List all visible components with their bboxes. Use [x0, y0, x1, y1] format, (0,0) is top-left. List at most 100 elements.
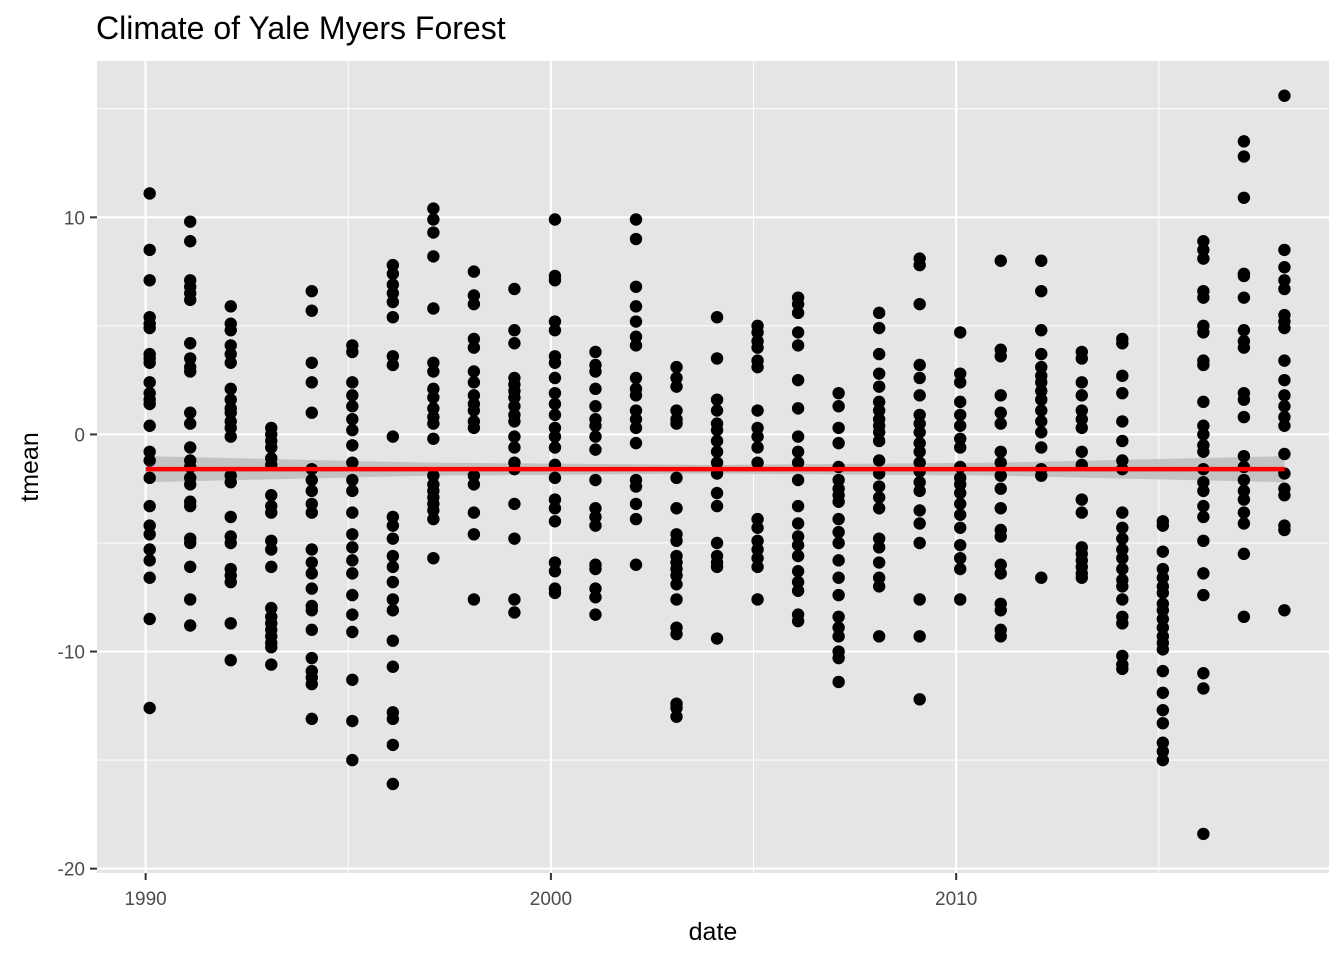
data-point	[913, 389, 926, 402]
data-point	[346, 439, 359, 452]
data-point	[508, 324, 521, 337]
data-point	[467, 404, 481, 417]
data-point	[629, 232, 643, 246]
data-point	[589, 582, 602, 595]
data-point	[913, 408, 926, 422]
data-point	[1197, 667, 1210, 680]
data-point	[872, 404, 886, 417]
data-point	[184, 619, 197, 632]
data-point	[913, 358, 926, 372]
data-point	[1278, 523, 1291, 537]
data-point	[1075, 493, 1088, 506]
data-point	[670, 502, 683, 515]
data-point	[508, 606, 521, 619]
data-point	[346, 376, 359, 389]
data-point	[791, 473, 805, 487]
data-point	[346, 625, 359, 639]
data-point	[224, 393, 237, 406]
data-point	[143, 356, 156, 369]
data-point	[1278, 282, 1291, 296]
data-point	[670, 371, 683, 385]
data-point	[589, 365, 602, 378]
data-point	[1156, 519, 1170, 532]
data-point	[751, 326, 764, 339]
data-point	[548, 586, 562, 600]
data-point	[386, 510, 400, 524]
data-point	[143, 376, 156, 389]
data-point	[913, 475, 926, 489]
data-point	[832, 651, 845, 665]
data-point	[832, 571, 845, 584]
data-point	[791, 430, 805, 443]
data-point	[184, 337, 197, 350]
data-point	[629, 339, 643, 352]
data-point	[346, 673, 359, 686]
data-point	[670, 701, 683, 715]
data-point	[224, 382, 237, 396]
data-point	[265, 601, 278, 615]
data-point	[224, 356, 237, 369]
data-point	[1197, 588, 1210, 602]
data-point	[1075, 421, 1088, 435]
data-point	[224, 430, 237, 443]
data-point	[427, 391, 440, 404]
data-point	[143, 419, 156, 432]
data-point	[1197, 428, 1210, 441]
data-point	[346, 423, 359, 437]
data-point	[184, 406, 197, 419]
data-point	[872, 454, 886, 467]
data-point	[467, 332, 481, 346]
data-point	[1116, 580, 1129, 593]
data-point	[386, 519, 400, 532]
data-point	[994, 406, 1007, 419]
data-point	[589, 430, 602, 443]
data-point	[872, 491, 886, 504]
data-point	[1278, 373, 1291, 387]
data-point	[954, 432, 967, 445]
data-point	[994, 254, 1007, 267]
data-point	[1116, 532, 1129, 545]
data-point	[954, 376, 967, 389]
data-point	[872, 480, 886, 493]
data-point	[427, 356, 440, 369]
data-point	[832, 621, 845, 634]
data-point	[589, 345, 602, 359]
data-point	[184, 499, 197, 513]
data-point	[1237, 473, 1251, 487]
data-point	[386, 712, 400, 726]
data-point	[1035, 393, 1048, 406]
data-point	[427, 213, 440, 226]
data-point	[670, 404, 683, 417]
data-point	[184, 441, 197, 454]
scatter-points-layer	[143, 89, 1291, 841]
data-point	[994, 567, 1007, 580]
data-point	[994, 469, 1007, 482]
data-point	[467, 365, 481, 378]
data-point	[346, 473, 359, 487]
data-point	[427, 417, 440, 430]
data-point	[224, 575, 237, 589]
data-point	[1237, 449, 1251, 463]
data-point	[629, 389, 643, 402]
data-point	[184, 478, 197, 491]
data-point	[427, 469, 440, 482]
data-point	[954, 538, 967, 552]
data-point	[143, 187, 156, 200]
data-point	[994, 350, 1007, 363]
data-point	[710, 393, 724, 406]
data-point	[346, 484, 359, 498]
data-point	[832, 436, 845, 450]
data-point	[346, 345, 359, 359]
data-point	[589, 419, 602, 432]
data-point	[832, 421, 845, 435]
tick-labels-layer: 1990 2000 2010 -20 -10 0 10	[58, 208, 978, 910]
data-point	[143, 471, 156, 485]
chart-title: Climate of Yale Myers Forest	[96, 10, 506, 46]
data-point	[913, 456, 926, 469]
data-point	[1237, 191, 1251, 204]
data-point	[791, 456, 805, 469]
data-point	[913, 436, 926, 450]
data-point	[1278, 389, 1291, 402]
data-point	[954, 441, 967, 454]
data-point	[872, 580, 886, 593]
